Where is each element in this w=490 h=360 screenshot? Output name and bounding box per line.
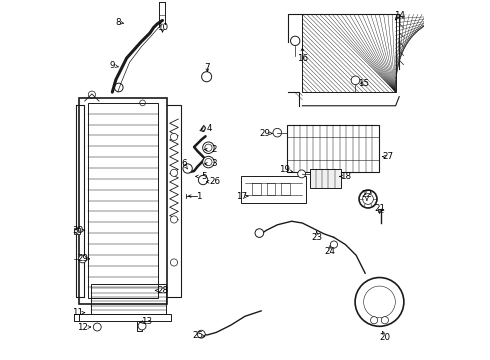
Bar [79, 98, 167, 304]
Text: 29: 29 [259, 129, 270, 138]
Text: 9: 9 [110, 61, 115, 70]
Bar [79, 315, 171, 321]
Text: 15: 15 [358, 79, 369, 88]
Circle shape [171, 259, 177, 266]
Circle shape [291, 36, 300, 45]
Circle shape [355, 278, 404, 326]
Circle shape [273, 129, 282, 137]
Circle shape [203, 156, 214, 168]
Text: 1: 1 [196, 192, 201, 201]
Text: 26: 26 [209, 177, 220, 186]
Circle shape [370, 317, 378, 324]
Text: 4: 4 [206, 123, 212, 132]
Text: 3: 3 [212, 159, 218, 168]
Text: 18: 18 [340, 172, 351, 181]
Text: 2: 2 [212, 145, 217, 154]
Circle shape [171, 169, 177, 176]
Circle shape [171, 216, 177, 223]
Text: 19: 19 [279, 166, 290, 175]
Circle shape [198, 175, 208, 185]
Text: 14: 14 [393, 10, 405, 19]
Bar [88, 103, 158, 298]
Text: 6: 6 [181, 159, 187, 168]
Circle shape [183, 164, 192, 173]
Circle shape [298, 170, 306, 178]
Text: 29: 29 [77, 255, 88, 264]
Text: 20: 20 [379, 333, 391, 342]
Text: 25: 25 [192, 332, 203, 341]
Text: 17: 17 [236, 192, 247, 201]
Bar [91, 284, 166, 315]
Circle shape [330, 241, 338, 248]
Text: 16: 16 [297, 54, 308, 63]
Text: 21: 21 [374, 204, 385, 213]
Text: 8: 8 [115, 18, 121, 27]
Bar [287, 126, 379, 172]
Circle shape [93, 323, 101, 331]
Circle shape [197, 330, 205, 338]
Circle shape [359, 190, 377, 208]
Text: 23: 23 [311, 233, 322, 242]
Bar [74, 228, 80, 234]
Circle shape [255, 229, 264, 237]
Circle shape [203, 142, 214, 153]
Text: 13: 13 [141, 317, 152, 326]
Text: 24: 24 [324, 247, 336, 256]
Circle shape [115, 83, 123, 92]
Circle shape [78, 255, 87, 263]
Bar [302, 14, 395, 92]
Circle shape [381, 317, 389, 324]
Bar [242, 176, 306, 203]
Text: 12: 12 [77, 323, 88, 332]
Circle shape [201, 72, 212, 82]
Circle shape [351, 76, 360, 85]
Text: 5: 5 [201, 172, 207, 181]
Circle shape [138, 322, 146, 330]
Text: 30: 30 [72, 226, 83, 235]
Text: 7: 7 [204, 63, 210, 72]
Text: 11: 11 [72, 308, 83, 317]
Bar [310, 168, 341, 188]
Text: 27: 27 [383, 152, 394, 161]
Text: 28: 28 [157, 286, 168, 295]
Circle shape [171, 134, 177, 140]
Text: 10: 10 [157, 23, 168, 32]
Text: 22: 22 [362, 190, 372, 199]
